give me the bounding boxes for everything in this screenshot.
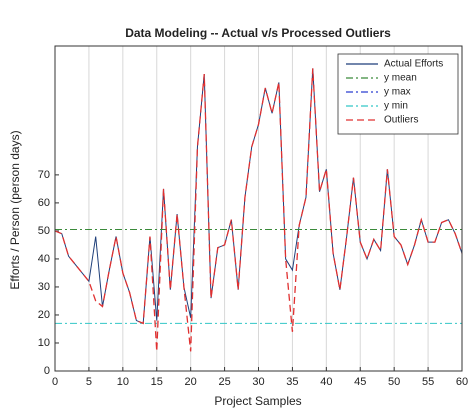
legend-label: Outliers	[384, 115, 418, 126]
x-tick-label: 20	[185, 376, 197, 388]
plot-frame	[54, 45, 463, 372]
legend-label: y mean	[384, 73, 417, 84]
x-tick-label: 0	[52, 376, 58, 388]
y-tick-label: 30	[38, 281, 50, 293]
y-tick-label: 0	[44, 365, 50, 377]
y-tick-label: 50	[38, 225, 50, 237]
legend-label: y max	[384, 87, 411, 98]
legend-label: Actual Efforts	[384, 59, 443, 70]
x-tick-label: 25	[218, 376, 230, 388]
x-tick-label: 35	[286, 376, 298, 388]
y-tick-label: 20	[38, 309, 50, 321]
x-tick-label: 55	[422, 376, 434, 388]
y-tick-label: 70	[38, 169, 50, 181]
y-tick-label: 60	[38, 197, 50, 209]
x-tick-label: 15	[151, 376, 163, 388]
y-axis-label: Efforts / Person (person days)	[8, 130, 22, 289]
series-line	[54, 68, 463, 352]
x-tick-label: 40	[320, 376, 332, 388]
x-tick-label: 50	[388, 376, 400, 388]
legend-label: y min	[384, 101, 408, 112]
x-tick-label: 60	[456, 376, 468, 388]
legend-box	[337, 53, 459, 135]
x-axis-label: Project Samples	[214, 394, 301, 408]
y-tick-label: 40	[38, 253, 50, 265]
x-tick-label: 30	[252, 376, 264, 388]
x-tick-label: 10	[117, 376, 129, 388]
x-tick-label: 45	[354, 376, 366, 388]
chart-title: Data Modeling -- Actual v/s Processed Ou…	[125, 26, 391, 40]
x-tick-label: 5	[86, 376, 92, 388]
y-tick-label: 10	[38, 337, 50, 349]
